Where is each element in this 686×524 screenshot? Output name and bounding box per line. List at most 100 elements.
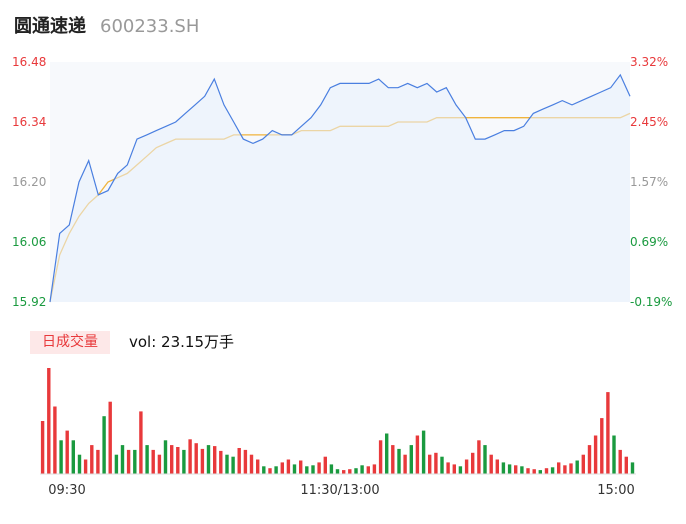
- volume-bar: [612, 435, 616, 474]
- volume-bar: [176, 447, 180, 474]
- volume-bar: [446, 462, 450, 474]
- volume-bar: [483, 445, 487, 474]
- volume-bar: [520, 466, 524, 474]
- volume-bar: [194, 443, 198, 474]
- volume-bar: [532, 469, 536, 474]
- volume-bar: [581, 454, 585, 474]
- volume-bar: [477, 440, 481, 474]
- volume-bar: [47, 368, 51, 474]
- volume-bar: [188, 439, 192, 474]
- volume-bar: [219, 450, 223, 474]
- volume-bar: [409, 445, 413, 474]
- volume-bar: [495, 459, 499, 474]
- volume-bar: [299, 460, 303, 474]
- volume-bar: [526, 468, 530, 474]
- stock-code: 600233.SH: [100, 16, 200, 37]
- price-tick-label: 16.06: [12, 235, 46, 249]
- volume-bar: [311, 465, 315, 474]
- volume-bar: [83, 459, 88, 474]
- volume-bar: [243, 449, 248, 474]
- price-axis: 16.48 16.34 16.20 16.06 15.92: [12, 55, 46, 309]
- volume-bar: [170, 445, 174, 474]
- volume-bar: [354, 468, 358, 474]
- volume-bar: [415, 435, 420, 474]
- volume-bar: [342, 470, 346, 474]
- volume-bar: [317, 462, 321, 474]
- price-tick-label: 16.20: [12, 175, 46, 189]
- percent-tick-label: 1.57%: [630, 175, 668, 189]
- volume-bar: [108, 401, 112, 474]
- volume-bar: [360, 465, 364, 474]
- volume-value: vol: 23.15万手: [129, 333, 234, 351]
- volume-bar: [630, 462, 635, 474]
- volume-bar: [65, 430, 69, 474]
- volume-bar: [618, 449, 622, 474]
- percent-tick-label: 0.69%: [630, 235, 668, 249]
- volume-bar: [256, 459, 260, 474]
- volume-bar: [575, 460, 579, 474]
- volume-bar: [77, 454, 82, 474]
- volume-bar: [587, 445, 592, 474]
- volume-bar: [421, 430, 426, 474]
- volume-bar: [452, 464, 456, 474]
- volume-bar: [514, 465, 518, 474]
- volume-bar: [126, 449, 131, 474]
- volume-bar: [391, 445, 395, 474]
- volume-bar: [286, 459, 291, 474]
- volume-bar: [157, 454, 162, 474]
- volume-bar: [569, 463, 573, 474]
- volume-bar: [557, 462, 561, 474]
- volume-bar: [120, 445, 125, 474]
- volume-bar: [489, 454, 493, 474]
- volume-bar: [378, 440, 383, 474]
- volume-bar: [274, 466, 278, 474]
- volume-bar: [268, 468, 272, 474]
- volume-bar: [563, 465, 567, 474]
- time-tick-label: 09:30: [48, 483, 85, 498]
- volume-bar: [544, 468, 549, 474]
- volume-bar: [90, 445, 94, 474]
- time-tick-label: 11:30/13:00: [300, 483, 379, 498]
- volume-bar: [428, 454, 432, 474]
- percent-tick-label: -0.19%: [630, 295, 672, 309]
- volume-bar: [593, 435, 598, 474]
- volume-bar: [163, 440, 168, 474]
- volume-bar: [348, 469, 352, 474]
- volume-bar: [458, 466, 463, 474]
- volume-bar: [440, 456, 444, 474]
- volume-bar: [323, 456, 327, 474]
- volume-bar: [507, 464, 512, 474]
- stock-name: 圆通速递: [14, 16, 86, 37]
- volume-bar: [464, 459, 469, 474]
- percent-tick-label: 2.45%: [630, 115, 668, 129]
- percent-axis: 3.32% 2.45% 1.57% 0.69% -0.19%: [630, 55, 672, 309]
- volume-bar: [133, 449, 137, 474]
- volume-bar: [397, 448, 401, 474]
- price-tick-label: 15.92: [12, 295, 46, 309]
- volume-tag: 日成交量: [30, 331, 110, 354]
- percent-tick-label: 3.32%: [630, 55, 668, 69]
- volume-bar: [471, 452, 475, 474]
- volume-bar: [225, 454, 229, 474]
- volume-bar: [550, 467, 555, 474]
- volume-bar: [434, 452, 438, 474]
- volume-bar: [538, 470, 542, 474]
- volume-bar: [71, 440, 75, 474]
- volume-bar: [329, 464, 334, 474]
- volume-bar: [40, 421, 45, 474]
- volume-bar: [600, 418, 604, 474]
- volume-bar: [206, 445, 211, 474]
- volume-bar: [231, 456, 235, 474]
- volume-bar: [366, 466, 370, 474]
- volume-bar: [501, 462, 506, 474]
- volume-bar: [305, 466, 309, 474]
- volume-bar: [372, 464, 377, 474]
- volume-bar: [385, 433, 389, 474]
- time-axis: 09:30 11:30/13:00 15:00: [48, 483, 634, 498]
- price-area-fill: [50, 74, 630, 303]
- volume-bar: [213, 446, 217, 474]
- volume-bar: [114, 454, 119, 474]
- volume-bar: [200, 448, 205, 474]
- volume-bar: [151, 449, 155, 474]
